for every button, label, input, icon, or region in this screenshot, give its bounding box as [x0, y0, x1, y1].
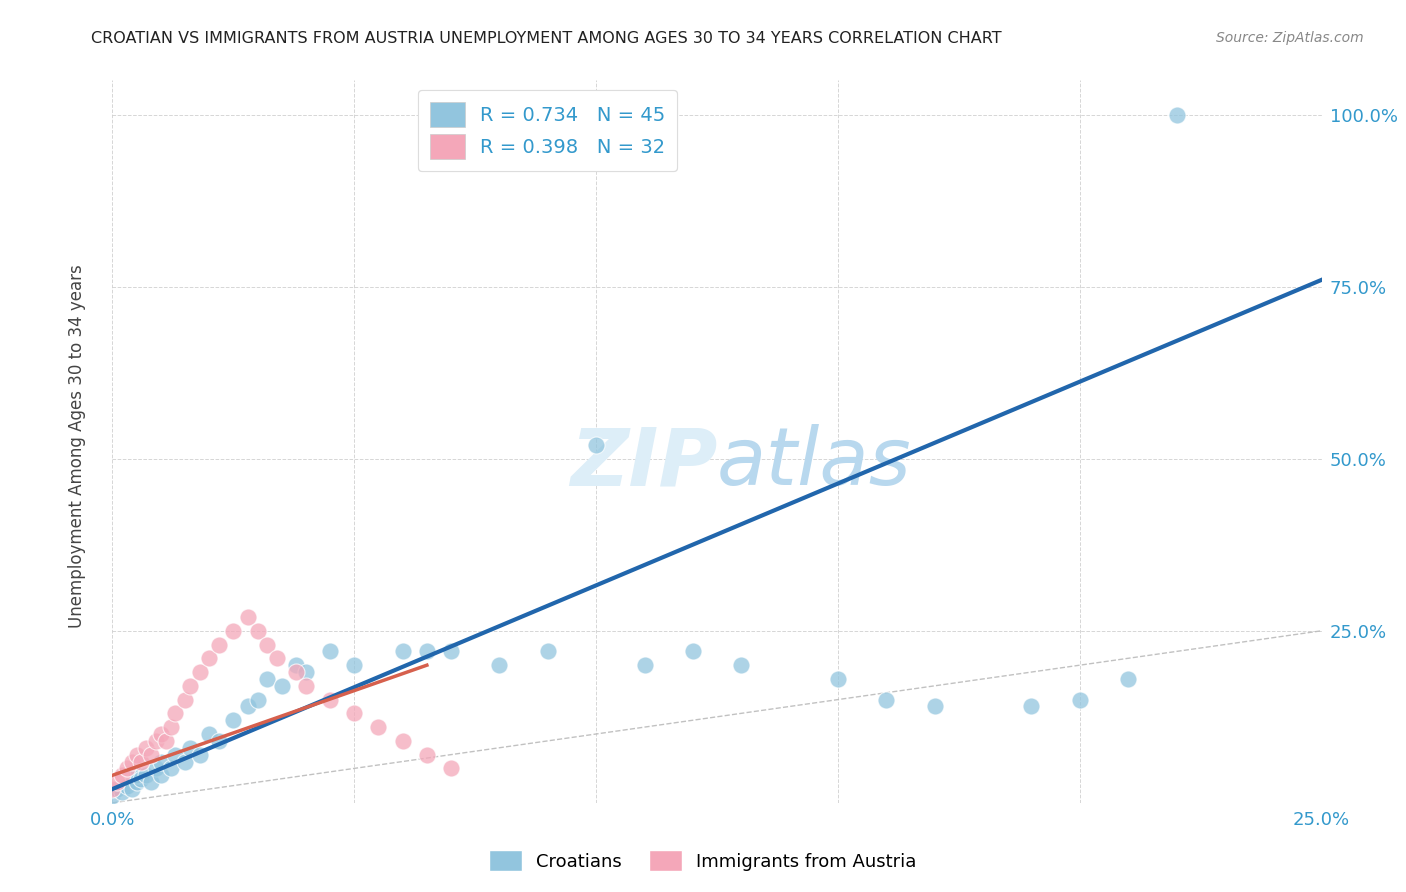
Text: Unemployment Among Ages 30 to 34 years: Unemployment Among Ages 30 to 34 years	[69, 264, 86, 628]
Point	[256, 638, 278, 652]
Point	[343, 706, 366, 721]
Point	[125, 768, 148, 782]
Point	[1069, 692, 1091, 706]
Point	[236, 699, 259, 714]
Point	[141, 747, 163, 762]
Point	[105, 782, 128, 797]
Point	[266, 651, 288, 665]
Point	[121, 755, 143, 769]
Point	[256, 672, 278, 686]
Point	[159, 720, 181, 734]
Point	[149, 727, 172, 741]
Point	[343, 658, 366, 673]
Point	[440, 644, 463, 658]
Point	[827, 672, 849, 686]
Point	[246, 624, 269, 638]
Point	[730, 658, 752, 673]
Point	[145, 734, 167, 748]
Text: CROATIAN VS IMMIGRANTS FROM AUSTRIA UNEMPLOYMENT AMONG AGES 30 TO 34 YEARS CORRE: CROATIAN VS IMMIGRANTS FROM AUSTRIA UNEM…	[91, 31, 1002, 46]
Point	[188, 665, 211, 679]
Point	[159, 761, 181, 775]
Point	[1021, 699, 1043, 714]
Point	[270, 679, 292, 693]
Point	[141, 775, 163, 789]
Point	[416, 644, 439, 658]
Point	[131, 772, 153, 786]
Point	[633, 658, 655, 673]
Point	[198, 651, 221, 665]
Point	[416, 747, 439, 762]
Point	[246, 692, 269, 706]
Point	[875, 692, 897, 706]
Point	[115, 761, 138, 775]
Point	[1116, 672, 1139, 686]
Point	[174, 755, 197, 769]
Point	[295, 679, 318, 693]
Point	[125, 775, 148, 789]
Point	[440, 761, 463, 775]
Point	[208, 734, 231, 748]
Point	[121, 782, 143, 797]
Point	[149, 768, 172, 782]
Point	[111, 768, 134, 782]
Point	[111, 785, 134, 799]
Point	[285, 665, 308, 679]
Point	[165, 706, 187, 721]
Point	[135, 740, 157, 755]
Text: ZIP: ZIP	[569, 425, 717, 502]
Point	[488, 658, 510, 673]
Point	[537, 644, 560, 658]
Point	[367, 720, 389, 734]
Text: atlas: atlas	[717, 425, 912, 502]
Point	[188, 747, 211, 762]
Point	[135, 768, 157, 782]
Point	[179, 679, 201, 693]
Point	[585, 438, 607, 452]
Point	[101, 789, 124, 803]
Point	[295, 665, 318, 679]
Point	[155, 734, 177, 748]
Point	[236, 610, 259, 624]
Point	[391, 644, 413, 658]
Point	[179, 740, 201, 755]
Text: Source: ZipAtlas.com: Source: ZipAtlas.com	[1216, 31, 1364, 45]
Legend: Croatians, Immigrants from Austria: Croatians, Immigrants from Austria	[482, 843, 924, 879]
Point	[391, 734, 413, 748]
Point	[319, 644, 342, 658]
Point	[285, 658, 308, 673]
Legend: R = 0.734   N = 45, R = 0.398   N = 32: R = 0.734 N = 45, R = 0.398 N = 32	[418, 90, 678, 171]
Point	[165, 747, 187, 762]
Point	[198, 727, 221, 741]
Point	[105, 775, 128, 789]
Point	[101, 782, 124, 797]
Point	[125, 747, 148, 762]
Point	[145, 761, 167, 775]
Point	[222, 624, 245, 638]
Point	[924, 699, 946, 714]
Point	[115, 779, 138, 793]
Point	[149, 755, 172, 769]
Point	[174, 692, 197, 706]
Point	[131, 755, 153, 769]
Point	[682, 644, 704, 658]
Point	[208, 638, 231, 652]
Point	[222, 713, 245, 727]
Point	[1166, 108, 1188, 122]
Point	[319, 692, 342, 706]
